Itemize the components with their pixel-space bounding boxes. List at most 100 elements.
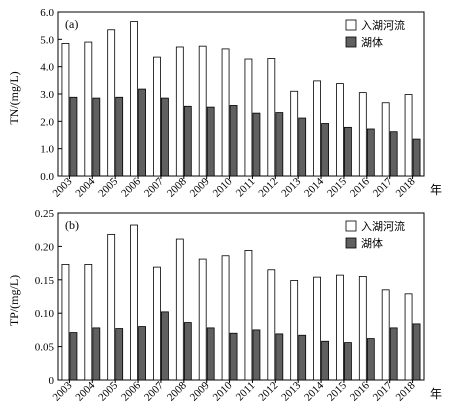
legend-label-1: 入湖河流	[361, 18, 405, 32]
chart-panel-2: 00.050.100.150.200.25TP/(mg/L)(b)2003200…	[7, 208, 442, 404]
bar-2006-lake	[138, 88, 146, 177]
x-tick-label: 2016	[348, 175, 372, 199]
x-tick-label: 2003	[51, 175, 75, 199]
panel-label: (a)	[65, 17, 78, 31]
x-tick-label: 2003	[51, 379, 75, 403]
bar-2012-lake	[275, 112, 284, 177]
legend-swatch-2	[345, 237, 357, 249]
x-tick-label: 2013	[279, 379, 303, 403]
bar-2010-inflow	[221, 48, 230, 177]
bar-2011-inflow	[244, 58, 253, 177]
bar-2015-inflow	[336, 83, 344, 177]
bar-2013-inflow	[290, 280, 299, 381]
bar-2018-inflow	[404, 293, 413, 381]
bar-2003-inflow	[61, 43, 70, 177]
bar-2009-lake	[206, 106, 215, 177]
legend-swatch-2	[345, 36, 357, 48]
chart-panel-1: 0.01.02.03.04.05.06.0TN/(mg/L)(a)2003200…	[7, 7, 442, 200]
bar-2003-lake	[69, 96, 78, 177]
bar-2005-lake	[115, 328, 124, 381]
y-axis-label: TP/(mg/L)	[7, 275, 21, 326]
bar-2014-inflow	[313, 80, 321, 177]
panel-label: (b)	[65, 218, 79, 232]
x-tick-label: 2015	[325, 175, 349, 199]
bar-2010-lake	[229, 105, 238, 177]
bar-2009-inflow	[198, 45, 207, 177]
y-tick-label: 0.05	[35, 342, 55, 354]
bar-2012-inflow	[267, 269, 276, 381]
bar-2003-lake	[69, 332, 78, 381]
bar-2015-lake	[344, 126, 352, 177]
bar-2007-inflow	[153, 266, 161, 381]
x-tick-label: 2017	[371, 379, 395, 403]
y-tick-label: 5.0	[40, 34, 54, 46]
y-tick-label: 4.0	[40, 62, 54, 74]
y-tick-label: 0.15	[35, 275, 55, 287]
x-tick-label: 2012	[256, 380, 280, 404]
bar-2007-lake	[161, 311, 169, 381]
legend-swatch-1	[345, 19, 357, 31]
bar-2011-lake	[252, 329, 261, 381]
bar-2005-inflow	[107, 29, 116, 177]
bar-2018-inflow	[404, 94, 413, 177]
bar-2017-inflow	[381, 102, 390, 177]
x-tick-label: 2010	[211, 379, 235, 403]
bar-2016-inflow	[358, 92, 367, 177]
bar-2004-lake	[92, 327, 101, 381]
y-tick-label: 0.0	[40, 171, 54, 183]
bar-2014-lake	[321, 340, 329, 381]
bar-2010-lake	[229, 332, 238, 381]
bar-2015-inflow	[336, 274, 344, 381]
x-tick-label: 2011	[234, 380, 258, 404]
bar-2008-inflow	[175, 46, 184, 177]
bar-2017-inflow	[381, 289, 390, 381]
bar-2008-lake	[183, 105, 192, 177]
x-tick-label: 2018	[394, 379, 418, 403]
bar-2004-lake	[92, 97, 101, 177]
bar-2008-lake	[183, 322, 192, 381]
bar-2006-inflow	[130, 224, 138, 381]
x-unit-label: 年	[430, 183, 442, 197]
y-tick-label: 0.20	[35, 241, 55, 253]
bar-2007-lake	[161, 97, 169, 177]
bar-2015-lake	[344, 342, 352, 381]
bar-2016-lake	[366, 128, 375, 177]
x-tick-label: 2015	[325, 379, 349, 403]
bar-2006-lake	[138, 326, 146, 381]
bar-2008-inflow	[175, 238, 184, 381]
x-tick-label: 2008	[165, 175, 189, 199]
x-tick-label: 2014	[302, 175, 326, 199]
bar-2018-lake	[412, 138, 421, 177]
x-tick-label: 2007	[142, 175, 166, 199]
x-tick-label: 2010	[211, 175, 235, 199]
y-tick-label: 1.0	[40, 144, 54, 156]
y-tick-label: 2.0	[40, 116, 54, 128]
x-tick-label: 2009	[188, 379, 212, 403]
x-tick-label: 2004	[73, 379, 97, 403]
bar-2011-inflow	[244, 250, 253, 381]
bar-2014-inflow	[313, 276, 321, 381]
bar-2016-inflow	[358, 276, 367, 381]
bar-2013-inflow	[290, 90, 299, 177]
x-tick-label: 2006	[119, 175, 143, 199]
x-tick-label: 2013	[279, 175, 303, 199]
bar-2004-inflow	[84, 264, 93, 381]
bar-2011-lake	[252, 112, 261, 177]
x-unit-label: 年	[430, 387, 442, 401]
x-tick-label: 2008	[165, 379, 189, 403]
legend-swatch-1	[345, 220, 357, 232]
y-axis-label: TN/(mg/L)	[7, 71, 21, 124]
plot-frame	[57, 212, 425, 381]
x-tick-label: 2018	[394, 175, 418, 199]
x-tick-label: 2011	[234, 176, 258, 200]
x-tick-label: 2017	[371, 175, 395, 199]
legend-label-1: 入湖河流	[361, 219, 405, 233]
bar-2005-lake	[115, 96, 124, 177]
bar-2012-inflow	[267, 58, 276, 177]
legend-label-2: 湖体	[361, 236, 383, 250]
x-tick-label: 2005	[96, 379, 120, 403]
y-tick-label: 6.0	[40, 7, 54, 19]
x-tick-label: 2006	[119, 379, 143, 403]
x-tick-label: 2012	[256, 176, 280, 200]
